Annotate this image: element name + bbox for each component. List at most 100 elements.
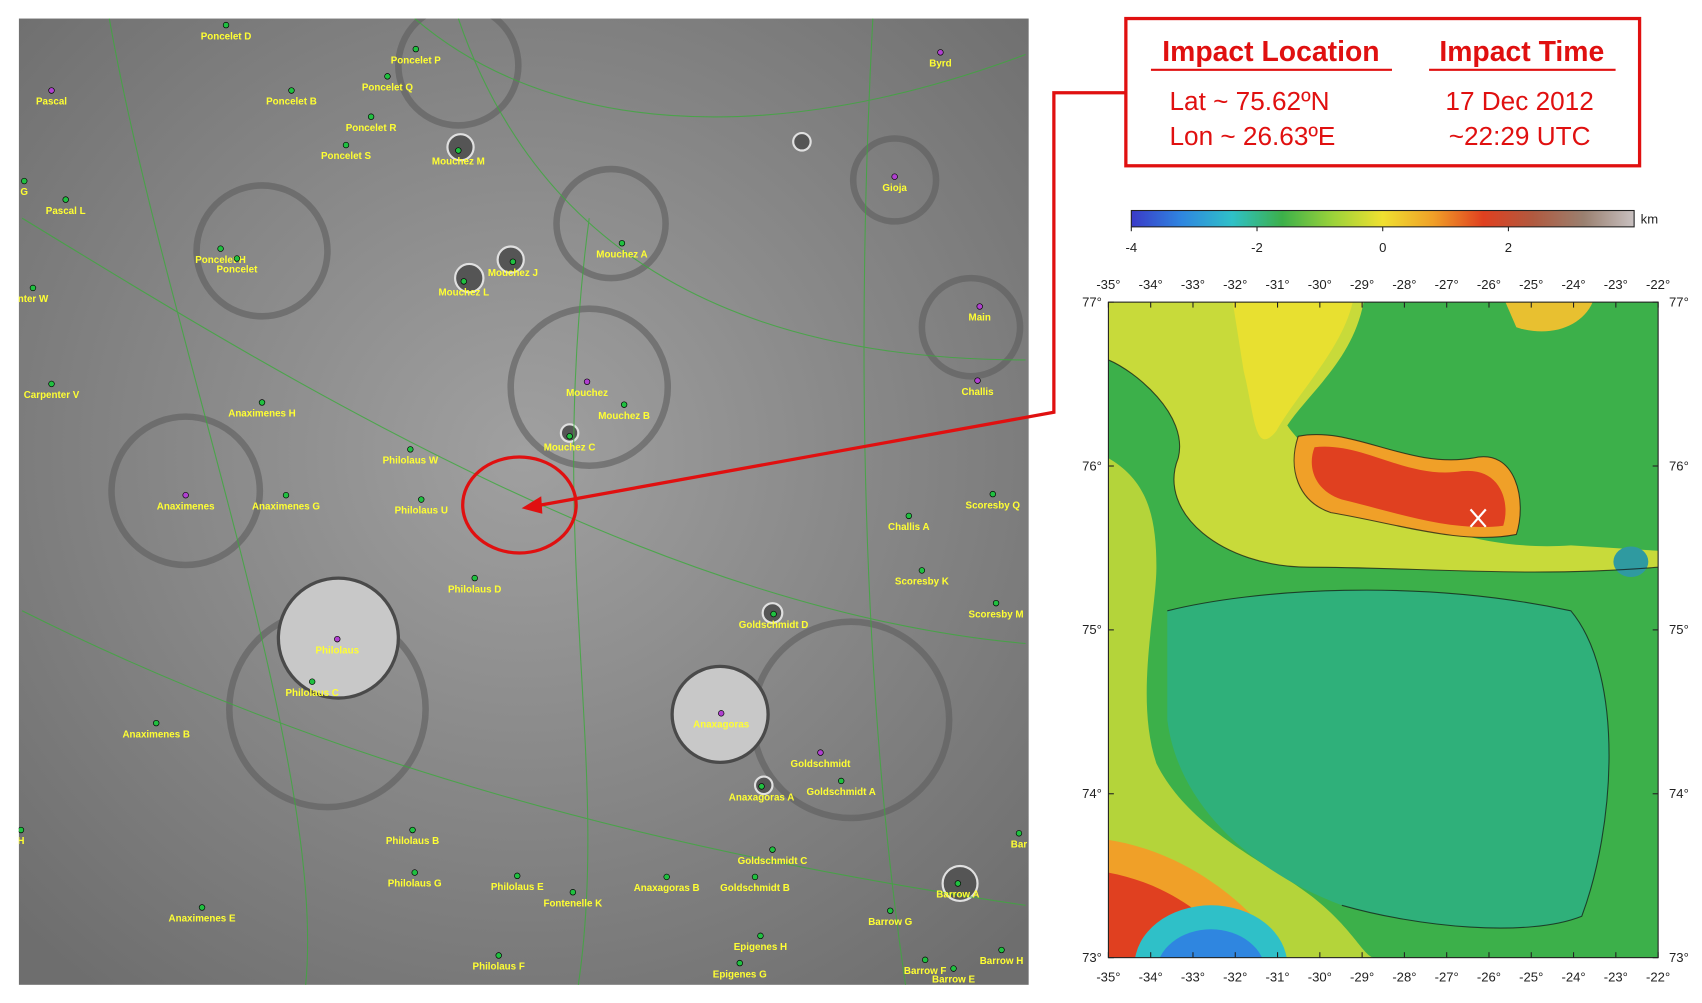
x-tick-label: -33° (1181, 277, 1205, 292)
crater-label: Anaximenes G (252, 501, 320, 512)
crater-label: Byrd (929, 59, 951, 70)
crater-dot (182, 492, 189, 499)
crater-label: Scoresby Q (966, 500, 1021, 511)
crater-label: H (17, 836, 24, 847)
crater-label: Poncelet D (201, 31, 252, 42)
crater-dot (455, 147, 462, 154)
crater-label: Carpenter V (24, 390, 80, 401)
crater-label: Mouchez B (598, 411, 650, 422)
colorbar-unit: km (1641, 212, 1659, 227)
x-tick-label: -27° (1435, 277, 1459, 292)
crater-label: Barrow A (936, 890, 979, 901)
crater-dot (918, 567, 926, 574)
crater-label: Poncelet H (195, 255, 246, 266)
crater-dot (566, 433, 573, 440)
crater-dot (974, 377, 981, 384)
impact-date: 17 Dec 2012 (1445, 86, 1593, 116)
crater-label: Poncelet S (321, 151, 372, 162)
crater-label: nter W (18, 294, 49, 305)
x-tick-label: -24° (1561, 970, 1585, 985)
crater-dot (509, 258, 517, 265)
crater-label: Philolaus G (388, 879, 442, 890)
x-tick-label: -27° (1435, 970, 1459, 985)
crater-label: Goldschmidt (791, 759, 852, 770)
x-tick-label: -26° (1477, 970, 1501, 985)
x-tick-label: -23° (1604, 277, 1628, 292)
crater-label: Epigenes H (734, 942, 787, 953)
crater-label: Pascal (36, 97, 67, 108)
crater-dot (258, 399, 266, 406)
crater-label: Gioja (882, 183, 907, 194)
crater-dot (222, 21, 230, 29)
crater-label: Philolaus W (383, 456, 439, 467)
crater-label: Philolaus U (395, 506, 448, 517)
time-title: Impact Time (1439, 36, 1604, 68)
crater-dot (769, 846, 776, 853)
arrow-head (521, 496, 543, 514)
y-tick-label: 77° (1669, 294, 1689, 309)
impact-lon: Lon ~ 26.63ºE (1169, 121, 1335, 151)
crater-dot (989, 490, 996, 498)
crater-label: Poncelet (217, 265, 259, 276)
crater-label: Mouchez J (488, 268, 538, 279)
crater-dot (460, 278, 467, 285)
crater-dot (569, 889, 577, 896)
crater-label: Scoresby K (895, 577, 949, 588)
crater-dot (471, 574, 478, 582)
y-tick-label: 77° (1082, 294, 1102, 309)
x-tick-label: -31° (1265, 277, 1289, 292)
crater-dot (770, 610, 777, 618)
x-tick-label: -32° (1223, 277, 1247, 292)
colorbar-tick-label: 0 (1379, 240, 1386, 255)
crater-dot (309, 678, 316, 685)
crater-dot (954, 880, 962, 887)
crater-label: Barrow E (932, 975, 975, 986)
y-tick-label: 74° (1082, 786, 1102, 801)
crater-dot (950, 965, 957, 972)
crater-dot (62, 196, 69, 203)
crater-label: Anaximenes (157, 501, 215, 512)
crater-dot (217, 245, 224, 252)
crater-label: Goldschmidt B (720, 883, 790, 894)
crater-label: Mouchez A (596, 249, 647, 260)
crater-dot (992, 599, 1000, 607)
crater-dot (282, 492, 290, 499)
crater-dot (48, 380, 55, 388)
y-tick-label: 73° (1669, 950, 1689, 965)
crater-dot (817, 749, 824, 756)
crater-label: Fontenelle K (543, 898, 602, 909)
x-tick-label: -22° (1646, 277, 1670, 292)
crater-label: Barrow G (868, 917, 912, 928)
crater-dot (514, 872, 521, 880)
x-tick-label: -30° (1308, 970, 1332, 985)
crater-dot (288, 87, 295, 94)
x-tick-label: -24° (1561, 277, 1585, 292)
crater-dot (233, 255, 241, 262)
crater-label: Scoresby M (969, 609, 1024, 620)
colorbar-tick-label: -4 (1125, 240, 1137, 255)
crater-label: Anaximenes B (122, 729, 190, 740)
impact-time: ~22:29 UTC (1449, 121, 1591, 151)
crater-dot (757, 932, 764, 939)
crater-dot (342, 141, 350, 149)
x-tick-label: -30° (1308, 277, 1332, 292)
crater-label: G (20, 187, 28, 198)
crater-dot (411, 869, 418, 876)
crater-label: Philolaus C (286, 688, 339, 699)
crater-label: Mouchez L (438, 288, 489, 299)
x-tick-label: -22° (1646, 970, 1670, 985)
crater-label: Mouchez M (432, 157, 485, 168)
crater-dot (21, 177, 28, 185)
colorbar (1130, 209, 1635, 228)
crater-label: Poncelet R (346, 123, 397, 134)
crater-label: Anaxagoras (693, 720, 750, 731)
crater-dot (412, 45, 419, 53)
crater-label: Goldschmidt C (738, 856, 808, 867)
crater-dot (153, 719, 160, 727)
x-tick-label: -29° (1350, 277, 1374, 292)
x-tick-label: -32° (1223, 970, 1247, 985)
crater-label: Philolaus (315, 645, 359, 656)
crater-label: Philolaus F (473, 962, 525, 973)
colorbar-tick-label: 2 (1505, 240, 1512, 255)
